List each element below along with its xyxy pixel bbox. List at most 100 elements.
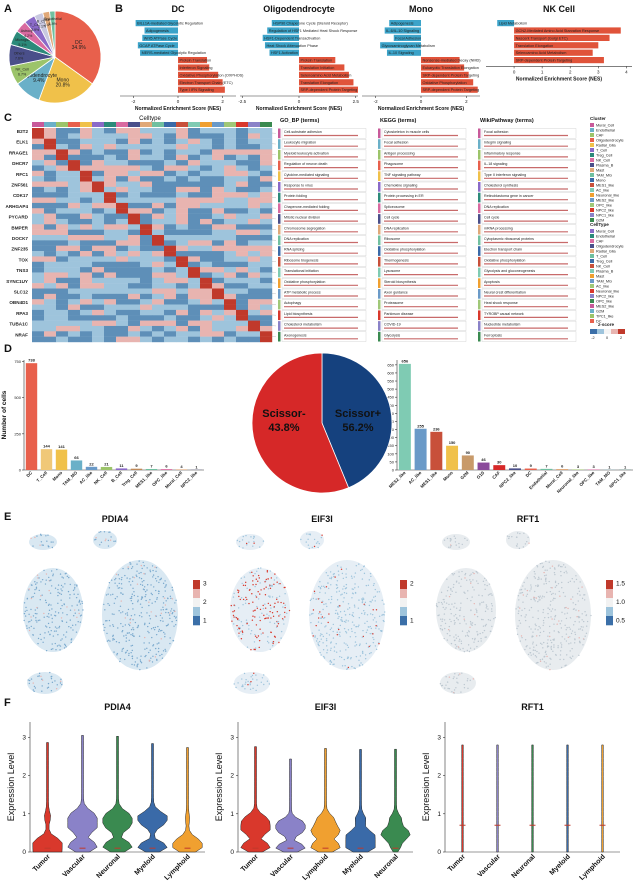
term-1-14: Steroid biosynthesis — [384, 280, 416, 284]
heatmap-annot-2 — [56, 122, 68, 127]
umap-point — [336, 599, 339, 601]
term-box-0-4 — [281, 171, 367, 182]
umap-point — [581, 613, 583, 615]
umap-point — [474, 613, 476, 616]
umap-point — [50, 585, 53, 587]
heatmap-annot-16 — [224, 122, 236, 127]
umap-point — [27, 679, 29, 681]
heatmap-cell — [128, 261, 141, 268]
umap-point — [571, 596, 574, 598]
heatmap-cell — [80, 224, 93, 230]
panel-label-c: C — [4, 112, 12, 124]
heatmap-cell — [44, 331, 57, 337]
umap-point — [276, 597, 278, 599]
umap-point — [66, 614, 68, 616]
umap-point — [374, 617, 376, 619]
heatmap-cell — [236, 299, 249, 305]
gsea-bar-3-3 — [514, 42, 599, 49]
heatmap-annot-12 — [176, 122, 188, 127]
umap-point — [581, 586, 583, 588]
heatmap-cell — [68, 181, 81, 188]
umap-point — [542, 624, 544, 627]
umap-point — [566, 612, 569, 614]
umap-cluster-1-0 — [236, 534, 264, 550]
umap-point — [281, 618, 284, 620]
umap-point — [456, 677, 458, 680]
heatmap-cell — [176, 256, 189, 262]
heatmap-cell — [56, 320, 69, 327]
heatmap-cell — [32, 170, 45, 177]
umap-point — [159, 614, 162, 617]
pie-a-pct-10: 1.9% — [49, 22, 58, 26]
term-box-0-12 — [281, 256, 367, 267]
umap-point — [233, 604, 235, 606]
heatmap-cell — [200, 277, 213, 284]
heatmap-cell — [32, 309, 45, 316]
umap-point — [50, 570, 53, 572]
umap-point — [69, 597, 71, 599]
umap-point — [466, 579, 468, 581]
umap-point — [580, 626, 583, 628]
umap-point — [526, 540, 528, 543]
umap-point — [440, 624, 442, 627]
heatmap-cell — [260, 218, 273, 225]
umap-point — [41, 594, 43, 596]
violin-xlabel-0-4: Lymphoid — [163, 853, 191, 881]
heatmap-cell — [92, 229, 105, 236]
heatmap-cell — [92, 320, 105, 327]
heatmap-cell — [152, 309, 165, 316]
heatmap-cell — [152, 176, 165, 182]
umap-point — [444, 608, 446, 610]
umap-point — [357, 625, 359, 628]
umap-point — [340, 656, 343, 659]
umap-point — [490, 603, 493, 605]
heatmap-cell — [176, 267, 189, 273]
umap-point — [69, 609, 72, 611]
heatmap-cell — [248, 170, 261, 177]
term-band-1-10 — [378, 235, 381, 246]
umap-point — [519, 589, 521, 591]
heatmap-cell — [56, 283, 69, 289]
heatmap-cell — [260, 165, 273, 171]
umap-point — [508, 537, 510, 540]
heatmap-cell — [224, 208, 237, 214]
umap-point — [79, 615, 82, 617]
umap-point — [578, 590, 581, 592]
heatmap-cell — [188, 165, 201, 171]
heatmap-cell — [188, 309, 201, 316]
umap-point — [42, 641, 44, 643]
umap-point — [347, 646, 350, 649]
heatmap-cell — [212, 176, 225, 182]
heatmap-cell — [188, 256, 201, 262]
umap-point — [78, 601, 80, 603]
term-2-18: Nucleotide metabolism — [484, 323, 520, 327]
heatmap-cell — [44, 154, 57, 161]
colorbar-1-4 — [400, 616, 407, 626]
umap-point — [370, 575, 372, 578]
heatmap-cell — [140, 149, 153, 155]
umap-point — [238, 635, 240, 637]
umap-point — [485, 604, 488, 606]
umap-point — [40, 638, 42, 641]
heatmap-annot-10 — [152, 122, 164, 127]
umap-point — [441, 618, 444, 620]
umap-point — [254, 647, 257, 649]
umap-point — [276, 611, 279, 613]
umap-point — [254, 633, 256, 636]
feature-title-1: EIF3I — [311, 514, 333, 524]
heatmap-cell — [140, 325, 153, 332]
umap-point — [102, 623, 105, 626]
heatmap-cell — [92, 251, 105, 257]
gsea-term-3-1: GCN2-Mediated Amino Acid Starvation Resp… — [516, 29, 600, 33]
umap-point — [560, 644, 563, 646]
umap-point — [104, 539, 106, 542]
umap-point — [435, 605, 438, 607]
heatmap-cell — [140, 192, 153, 198]
heatmap-cell — [176, 283, 189, 289]
term-box-2-15 — [481, 288, 577, 299]
umap-point — [345, 643, 347, 645]
colorbar-2-1 — [606, 589, 613, 599]
umap-point — [49, 592, 52, 594]
term-2-9: mRNA processing — [484, 226, 513, 230]
umap-point — [264, 607, 267, 609]
